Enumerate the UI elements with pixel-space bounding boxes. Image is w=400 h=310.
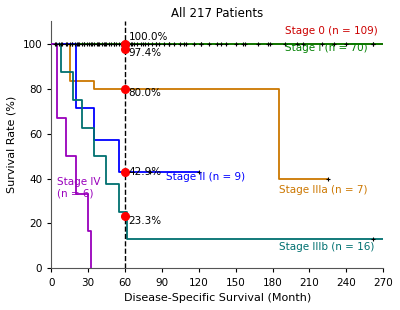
Y-axis label: Survival Rate (%): Survival Rate (%): [7, 96, 17, 193]
Title: All 217 Patients: All 217 Patients: [171, 7, 263, 20]
Text: 80.0%: 80.0%: [129, 88, 162, 98]
Text: 100.0%: 100.0%: [129, 32, 168, 42]
Text: Stage IIIb (n = 16): Stage IIIb (n = 16): [279, 242, 374, 252]
X-axis label: Disease-Specific Survival (Month): Disease-Specific Survival (Month): [124, 293, 311, 303]
Text: Stage 0 (n = 109): Stage 0 (n = 109): [285, 26, 378, 36]
Text: 42.9%: 42.9%: [129, 167, 162, 177]
Text: Stage II (n = 9): Stage II (n = 9): [166, 172, 245, 182]
Text: Stage IV
(n = 6): Stage IV (n = 6): [57, 177, 101, 198]
Text: 23.3%: 23.3%: [129, 216, 162, 226]
Text: Stage I (n = 70): Stage I (n = 70): [285, 43, 368, 53]
Text: Stage IIIa (n = 7): Stage IIIa (n = 7): [279, 185, 367, 195]
Text: 97.4%: 97.4%: [129, 48, 162, 58]
